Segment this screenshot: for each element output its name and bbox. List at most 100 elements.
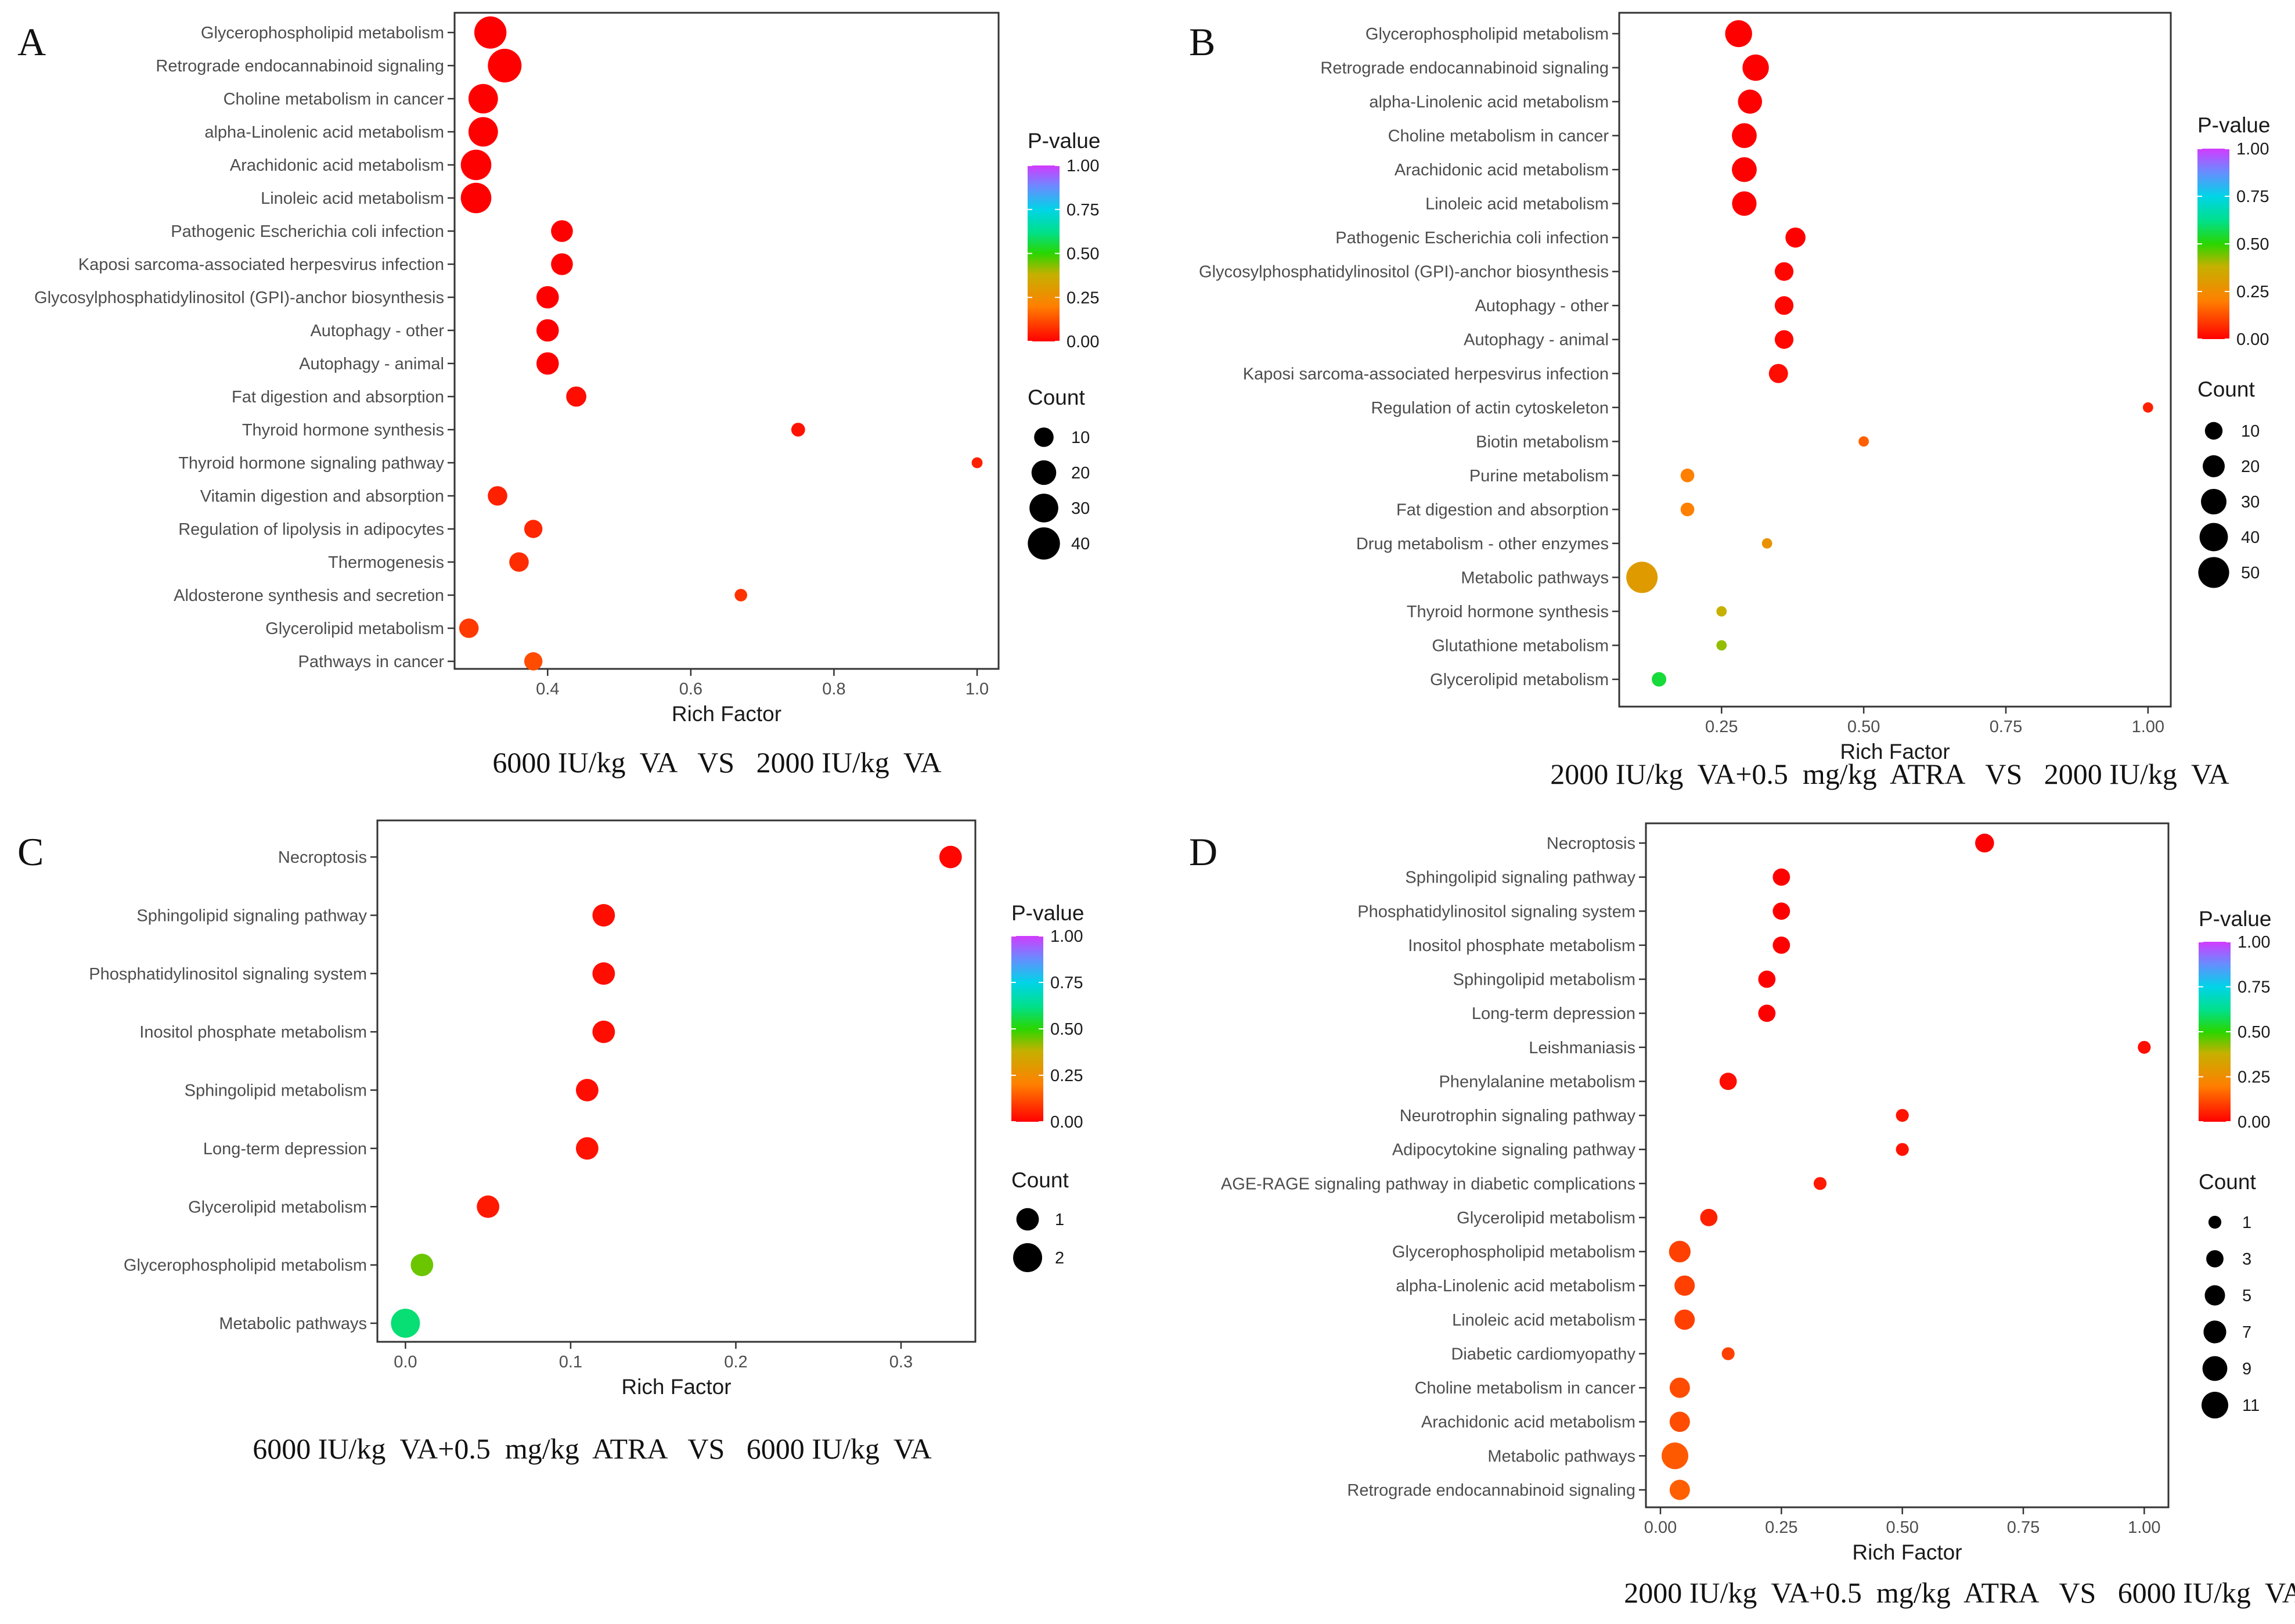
panel-a-count-legend-label: 40 — [1071, 535, 1090, 553]
panel-a-category-label: Thyroid hormone synthesis — [242, 421, 444, 440]
panel-c-category-label: Sphingolipid signaling pathway — [136, 906, 367, 925]
panel-a-category-label: Glycerophospholipid metabolism — [201, 24, 444, 42]
panel-a-category-label: Fat digestion and absorption — [232, 388, 444, 406]
panel-a-count-legend-title: Count — [1028, 386, 1085, 409]
panel-a-category-label: Glycerolipid metabolism — [265, 620, 444, 638]
panel-c-xtick-label: 0.2 — [724, 1353, 747, 1371]
panel-b-data-point — [1732, 157, 1757, 182]
panel-a-category-label: Linoleic acid metabolism — [261, 189, 444, 208]
panel-c-colorbar-label: 0.00 — [1050, 1113, 1083, 1132]
panel-b-category-label: Fat digestion and absorption — [1396, 500, 1609, 519]
panel-a-colorbar-label: 0.75 — [1067, 201, 1099, 219]
panel-a-data-point — [488, 486, 507, 506]
panel-c-colorbar-label: 0.25 — [1050, 1067, 1083, 1085]
panel-b-category-label: Thyroid hormone synthesis — [1407, 603, 1609, 621]
panel-a-colorbar-label: 1.00 — [1067, 157, 1099, 175]
panel-a-xtick-label: 1.0 — [965, 680, 989, 698]
panel-d-count-legend-label: 5 — [2242, 1287, 2251, 1305]
panel-c-category-label: Long-term depression — [203, 1140, 367, 1158]
panel-a-chart: Glycerophospholipid metabolism Retrograde… — [34, 12, 1100, 726]
panel-c-x-axis-title: Rich Factor — [621, 1375, 731, 1399]
panel-a-data-point — [459, 618, 479, 638]
panel-b-letter: B — [1189, 20, 1215, 64]
panel-a-letter: A — [17, 20, 46, 64]
panel-a-caption: 6000 IU/kg VA VS 2000 IU/kg VA — [492, 746, 941, 779]
panel-d-colorbar-label: 0.50 — [2238, 1023, 2270, 1042]
panel-a-data-point — [551, 253, 573, 275]
panel-a-xtick-label: 0.6 — [679, 680, 702, 698]
panel-d-xtick-label: 0.75 — [2007, 1518, 2040, 1537]
panel-a-data-point — [566, 386, 586, 407]
panel-d-data-point — [1772, 936, 1790, 954]
panel-a-count-legend-dot — [1034, 427, 1054, 447]
panel-d-colorbar-label: 0.75 — [2238, 978, 2270, 997]
panel-d-chart: Necroptosis Sphingolipid signaling pathwa… — [1221, 822, 2271, 1564]
panel-d-count-legend-label: 7 — [2242, 1323, 2251, 1342]
panel-a-category-label: Vitamin digestion and absorption — [200, 487, 444, 506]
panel-d-data-point — [1662, 1442, 1688, 1470]
panel-d-count-legend-dot — [2202, 1356, 2228, 1381]
panel-c-caption: 6000 IU/kg VA+0.5 mg/kg ATRA VS 6000 IU/… — [253, 1432, 932, 1465]
panel-b-category-label: Purine metabolism — [1469, 467, 1609, 485]
panel-b-colorbar-label: 0.00 — [2236, 330, 2269, 349]
panel-d-category-label: Phenylalanine metabolism — [1439, 1072, 1635, 1091]
panel-b-data-point — [1785, 227, 1806, 248]
panel-a-colorbar-label: 0.50 — [1067, 245, 1099, 264]
panel-b-count-legend-dot — [2204, 422, 2223, 440]
panel-a-pvalue-colorbar — [1028, 165, 1060, 341]
panel-a-data-point — [460, 182, 492, 214]
panel-c-pvalue-colorbar — [1011, 936, 1043, 1122]
panel-b-count-legend-title: Count — [2197, 377, 2255, 401]
panel-b-count-legend-label: 30 — [2241, 493, 2260, 512]
panel-d-xtick-label: 1.00 — [2128, 1518, 2160, 1537]
panel-a-plot-area — [453, 12, 1000, 670]
panel-a-category-label: alpha-Linolenic acid metabolism — [204, 123, 444, 142]
panel-d-colorbar-label: 0.00 — [2238, 1113, 2270, 1132]
panel-c-data-point — [575, 1079, 599, 1101]
panel-d-category-label: Metabolic pathways — [1487, 1447, 1635, 1465]
panel-b-data-point — [1858, 436, 1869, 447]
panel-d-category-label: Linoleic acid metabolism — [1452, 1311, 1635, 1330]
panel-d-plot-area — [1645, 822, 2170, 1508]
panel-d-data-point — [1721, 1347, 1735, 1360]
panel-b-count-legend-label: 40 — [2241, 528, 2260, 547]
panel-d-data-point — [1700, 1209, 1718, 1226]
panel-a-data-point — [509, 552, 529, 572]
panel-a-count-legend-label: 10 — [1071, 428, 1090, 447]
panel-a-category-label: Pathogenic Escherichia coli infection — [171, 222, 444, 241]
panel-d-category-label: Inositol phosphate metabolism — [1408, 937, 1635, 955]
panel-d-category-label: AGE-RAGE signaling pathway in diabetic c… — [1221, 1175, 1635, 1193]
panel-b-count-legend-dot — [2201, 489, 2226, 514]
panel-a-xtick-label: 0.8 — [822, 680, 845, 698]
panel-a-category-label: Autophagy - other — [310, 322, 444, 340]
panel-b-category-label: Glycosylphosphatidylinositol (GPI)-ancho… — [1199, 263, 1609, 282]
panel-b-category-label: Kaposi sarcoma-associated herpesvirus in… — [1243, 365, 1609, 383]
panel-d-caption: 2000 IU/kg VA+0.5 mg/kg ATRA VS 6000 IU/… — [1624, 1576, 2295, 1609]
panel-d-category-label: Glycerolipid metabolism — [1457, 1209, 1635, 1227]
panel-b-data-point — [1716, 640, 1727, 651]
panel-b-pvalue-legend-title: P-value — [2197, 113, 2270, 137]
panel-d-data-point — [1896, 1108, 1909, 1122]
panel-a-data-point — [488, 49, 522, 82]
panel-b-data-point — [1680, 502, 1695, 517]
panel-b-plot-area — [1618, 12, 2172, 708]
panel-b-xtick-label: 0.25 — [1705, 718, 1738, 736]
panel-d-data-point — [1813, 1177, 1827, 1190]
panel-a-data-point — [551, 220, 573, 242]
panel-d-data-point — [1758, 1004, 1776, 1022]
panel-b-count-legend-label: 10 — [2241, 422, 2260, 441]
panel-b-xtick-label: 0.75 — [1990, 718, 2022, 736]
panel-d-data-point — [1975, 833, 1994, 853]
panel-d-xtick-label: 0.00 — [1644, 1518, 1677, 1537]
panel-c-category-label: Metabolic pathways — [219, 1315, 367, 1333]
panel-d-data-point — [1674, 1275, 1695, 1296]
panel-d-category-label: Adipocytokine signaling pathway — [1392, 1141, 1636, 1160]
panel-a-category-label: Thermogenesis — [328, 553, 444, 572]
panel-b-category-label: Metabolic pathways — [1461, 568, 1609, 587]
panel-c-data-point — [410, 1254, 434, 1277]
panel-d-count-legend-label: 1 — [2242, 1214, 2251, 1232]
panel-c-category-label: Inositol phosphate metabolism — [139, 1023, 367, 1042]
panel-b-data-point — [1742, 54, 1769, 81]
panel-d-category-label: Choline metabolism in cancer — [1415, 1379, 1636, 1398]
panel-c-category-label: Necroptosis — [278, 848, 367, 867]
